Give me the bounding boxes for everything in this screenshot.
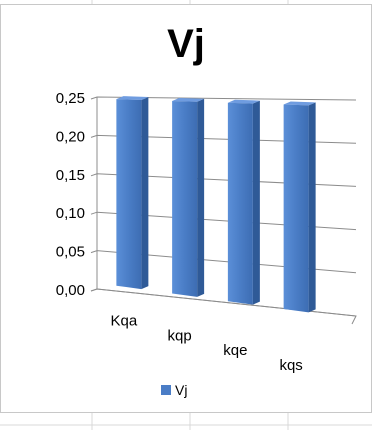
y-tick-label: 0,20	[56, 128, 85, 145]
chart-title: Vj	[167, 22, 205, 66]
bar-top	[227, 99, 260, 104]
plot-area: 0,00 0,05 0,10 0,15 0,20 0,25 Kqa kqp kqe kqs	[56, 90, 357, 374]
bar-top	[172, 97, 205, 102]
bar	[116, 99, 142, 290]
y-tick-label: 0,15	[56, 167, 85, 184]
y-tick-label: 0,00	[56, 282, 85, 299]
y-tick-label: 0,25	[56, 90, 85, 107]
x-tick-label: kqp	[168, 327, 192, 344]
legend: Vj	[161, 382, 187, 398]
bar	[227, 102, 253, 305]
bar-side	[141, 96, 149, 290]
y-tick-label: 0,10	[56, 205, 85, 222]
x-tick-label: kqe	[223, 342, 247, 359]
y-tick-label: 0,05	[56, 244, 85, 261]
legend-swatch	[161, 385, 171, 395]
bar-top	[116, 96, 149, 100]
bar-side	[308, 102, 316, 313]
bar-side	[252, 100, 260, 305]
bar-top	[283, 101, 316, 106]
bar	[172, 100, 198, 297]
floor-edge	[90, 288, 357, 325]
x-tick-label: Kqa	[111, 313, 138, 330]
legend-label: Vj	[175, 382, 187, 398]
x-tick-label: kqs	[279, 357, 302, 374]
bar	[283, 104, 309, 313]
bar-side	[197, 98, 205, 297]
